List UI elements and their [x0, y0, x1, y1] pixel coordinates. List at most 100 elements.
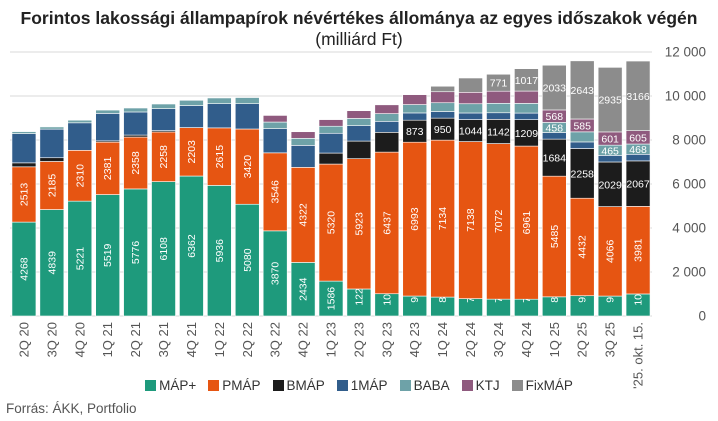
data-label: 2643	[571, 85, 595, 97]
bar-segment	[430, 91, 455, 104]
legend-item: BMÁP	[272, 378, 325, 393]
data-label: 1684	[543, 153, 567, 165]
bar-segment	[179, 127, 204, 177]
data-label: 5221	[74, 247, 86, 271]
y-tick-label: 4 000	[672, 221, 706, 236]
bar-segment	[346, 140, 372, 159]
bar-segment	[318, 132, 344, 154]
data-label: 601	[601, 134, 619, 146]
bar-segment	[11, 221, 37, 317]
bar-segment	[234, 128, 260, 205]
bar-segment	[262, 121, 288, 129]
data-label: 5320	[326, 211, 338, 235]
x-tick-label: 3Q 24	[491, 322, 506, 357]
bar-segment	[458, 141, 483, 299]
data-label: 2935	[598, 95, 622, 107]
x-tick-label: 4Q 21	[184, 322, 199, 357]
data-label: 2258	[158, 145, 170, 169]
bar-segment	[597, 161, 623, 207]
legend-swatch	[399, 380, 411, 391]
bar-segment	[569, 148, 595, 199]
bar-segment	[402, 94, 428, 105]
y-tick-label: 12 000	[665, 45, 706, 60]
data-label: 950	[434, 124, 452, 136]
data-label: 458	[546, 122, 564, 134]
bar-segment	[430, 85, 455, 93]
bar-segment	[179, 99, 204, 106]
bar-segment	[514, 103, 539, 114]
x-tick-label: 2Q 23	[351, 322, 366, 357]
bar-segment	[67, 119, 93, 124]
data-label: 5485	[549, 225, 561, 249]
y-tick-label: 10 000	[665, 89, 706, 104]
data-label: 7138	[465, 208, 477, 232]
data-label: 6108	[158, 237, 170, 261]
bar-segment	[597, 206, 623, 297]
legend-item: FixMÁP	[511, 378, 573, 393]
bar-segment	[234, 203, 260, 317]
legend-swatch	[511, 380, 523, 391]
bar-segment	[514, 112, 539, 120]
data-label: 5923	[353, 212, 365, 236]
legend-item: PMÁP	[208, 378, 261, 393]
legend-label: FixMÁP	[525, 378, 573, 393]
x-tick-label: 4Q 24	[519, 322, 534, 357]
data-label: 6993	[409, 207, 421, 231]
x-tick-label: 4Q 20	[72, 322, 87, 357]
bar-segment	[625, 60, 651, 131]
source-note: Forrás: ÁKK, Portfolio	[6, 401, 137, 416]
bar-segment	[67, 200, 93, 317]
data-label: 2029	[598, 179, 622, 191]
bar-segment	[262, 230, 288, 317]
bar-segment	[123, 107, 148, 113]
legend-label: BMÁP	[286, 378, 325, 393]
x-tick-label: 2Q 21	[128, 322, 143, 357]
bar-segment	[430, 139, 455, 298]
bar-segment	[290, 145, 316, 168]
bar-segment	[234, 103, 260, 130]
bar-segment	[207, 97, 232, 104]
legend-swatch	[272, 380, 284, 391]
data-label: 1586	[326, 287, 338, 311]
bar-segment	[374, 151, 400, 295]
data-label: 4268	[18, 257, 30, 281]
y-tick-label: 0	[698, 309, 706, 324]
bar-segment	[290, 138, 316, 146]
bar-segment	[346, 110, 372, 119]
bar-segment	[67, 122, 93, 151]
x-tick-label: 1Q 21	[100, 322, 115, 357]
bar-segment	[11, 166, 37, 223]
bar-segment	[430, 111, 455, 119]
bar-segment	[290, 262, 316, 317]
data-label: 5936	[214, 239, 226, 263]
data-label: 2258	[571, 168, 595, 180]
bar-segment	[569, 60, 595, 120]
y-tick-label: 8 000	[672, 133, 706, 148]
bar-segment	[318, 125, 344, 134]
legend-item: 1MÁP	[336, 378, 388, 393]
x-tick-label: 3Q 20	[44, 322, 59, 357]
data-label: 5080	[242, 248, 254, 272]
data-label: 7072	[493, 210, 505, 234]
x-tick-label: 1Q 22	[212, 322, 227, 357]
bar-segment	[318, 152, 344, 165]
bar-segment	[374, 121, 400, 133]
bar-segment	[318, 163, 344, 282]
data-label: 2381	[102, 157, 114, 181]
data-label: 1017	[515, 75, 539, 87]
x-tick-label: 4Q 23	[407, 322, 422, 357]
bar-segment	[207, 103, 232, 129]
legend-label: PMÁP	[222, 378, 261, 393]
bar-segment	[151, 108, 176, 131]
data-label: 4432	[577, 235, 589, 259]
bar-segment	[39, 128, 65, 159]
bar-segment	[514, 68, 539, 92]
x-tick-label: 3Q 25	[603, 322, 618, 357]
bar-segment	[374, 113, 400, 122]
data-label: 771	[490, 78, 508, 90]
bar-segment	[514, 90, 539, 104]
bar-segment	[569, 197, 595, 297]
bar-segment	[486, 143, 511, 300]
bar-segment	[542, 175, 567, 298]
